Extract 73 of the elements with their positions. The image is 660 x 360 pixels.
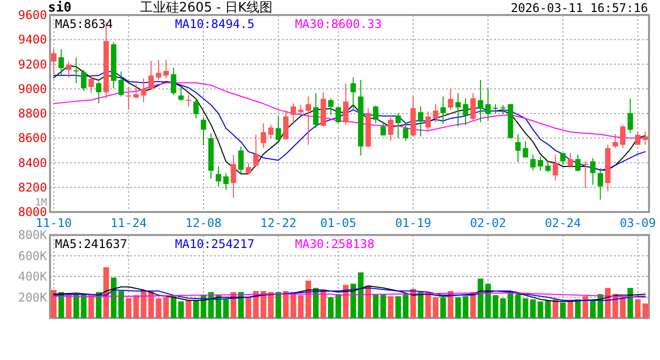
y-tick-label: 400K (18, 270, 48, 284)
bar (298, 295, 304, 318)
y-tick-label: 9000 (18, 82, 47, 96)
y-tick-label: 8800 (18, 106, 47, 120)
y-tick-label: 8400 (18, 156, 47, 170)
text: MA5:241637 (55, 237, 128, 251)
bar (230, 292, 236, 318)
y-tick-label: 9600 (18, 8, 47, 22)
bar (118, 291, 124, 318)
y-tick-label: 9200 (18, 57, 47, 72)
bar (133, 295, 139, 318)
bar (634, 299, 641, 318)
x-tick-label: 12-22 (260, 216, 296, 230)
bar (575, 299, 581, 318)
bar (238, 292, 244, 318)
bar (110, 278, 116, 318)
text: MA5:8634 (55, 17, 113, 31)
bar (582, 296, 588, 318)
y-tick-label: 9400 (18, 32, 47, 47)
bar (260, 291, 266, 318)
text: MA30:258138 (295, 237, 374, 251)
bar (620, 297, 626, 318)
annotation: si0 (48, 0, 72, 16)
bar (328, 297, 334, 318)
x-tick-label: 01-19 (395, 216, 432, 230)
bar (642, 303, 648, 318)
bar (290, 292, 296, 318)
bar (88, 295, 94, 318)
bar (140, 290, 146, 318)
bar (50, 290, 57, 318)
text: MA30:8600.33 (295, 17, 382, 31)
y-tick-label: 600K (18, 248, 48, 263)
bar (395, 296, 401, 318)
x-tick-label: 11-24 (110, 216, 147, 230)
bar (103, 267, 109, 318)
x-tick-label: 11-10 (36, 216, 72, 230)
bar (388, 296, 394, 318)
bar (440, 297, 446, 318)
bar (335, 294, 342, 318)
y-tick-label: 200K (18, 290, 48, 304)
bar (552, 299, 558, 318)
bar (545, 300, 551, 318)
bar (432, 297, 438, 318)
bar (418, 292, 424, 318)
x-tick-label: 02-24 (544, 216, 581, 230)
bar (560, 302, 566, 318)
x-tick-label: 02-02 (470, 216, 506, 230)
bar (283, 291, 289, 318)
bar (186, 300, 192, 318)
bar (73, 294, 80, 318)
bar (402, 294, 408, 318)
chart-title: 工业硅2605 - 日K线图 (140, 0, 273, 16)
bar (372, 294, 379, 318)
x-tick-label: 03-09 (620, 216, 656, 230)
text: MA10:8494.5 (175, 17, 254, 31)
bar (470, 292, 476, 318)
bar (80, 294, 86, 318)
bar (246, 297, 252, 318)
bar (268, 292, 274, 318)
y-tick-label: 800K (18, 228, 48, 242)
y-tick-label: 8200 (18, 180, 47, 194)
bar (276, 292, 282, 318)
x-tick-label: 12-08 (185, 216, 222, 230)
bar (306, 280, 312, 318)
bar (126, 298, 132, 318)
text: MA10:254217 (175, 237, 254, 251)
y-tick-label: 8600 (18, 131, 47, 146)
bar (358, 272, 364, 318)
bar (568, 301, 574, 318)
bar (66, 295, 72, 318)
x-tick-label: 01-05 (320, 216, 356, 230)
annotation: 2026-03-11 16:57:16 (510, 1, 648, 15)
bar (380, 294, 386, 318)
